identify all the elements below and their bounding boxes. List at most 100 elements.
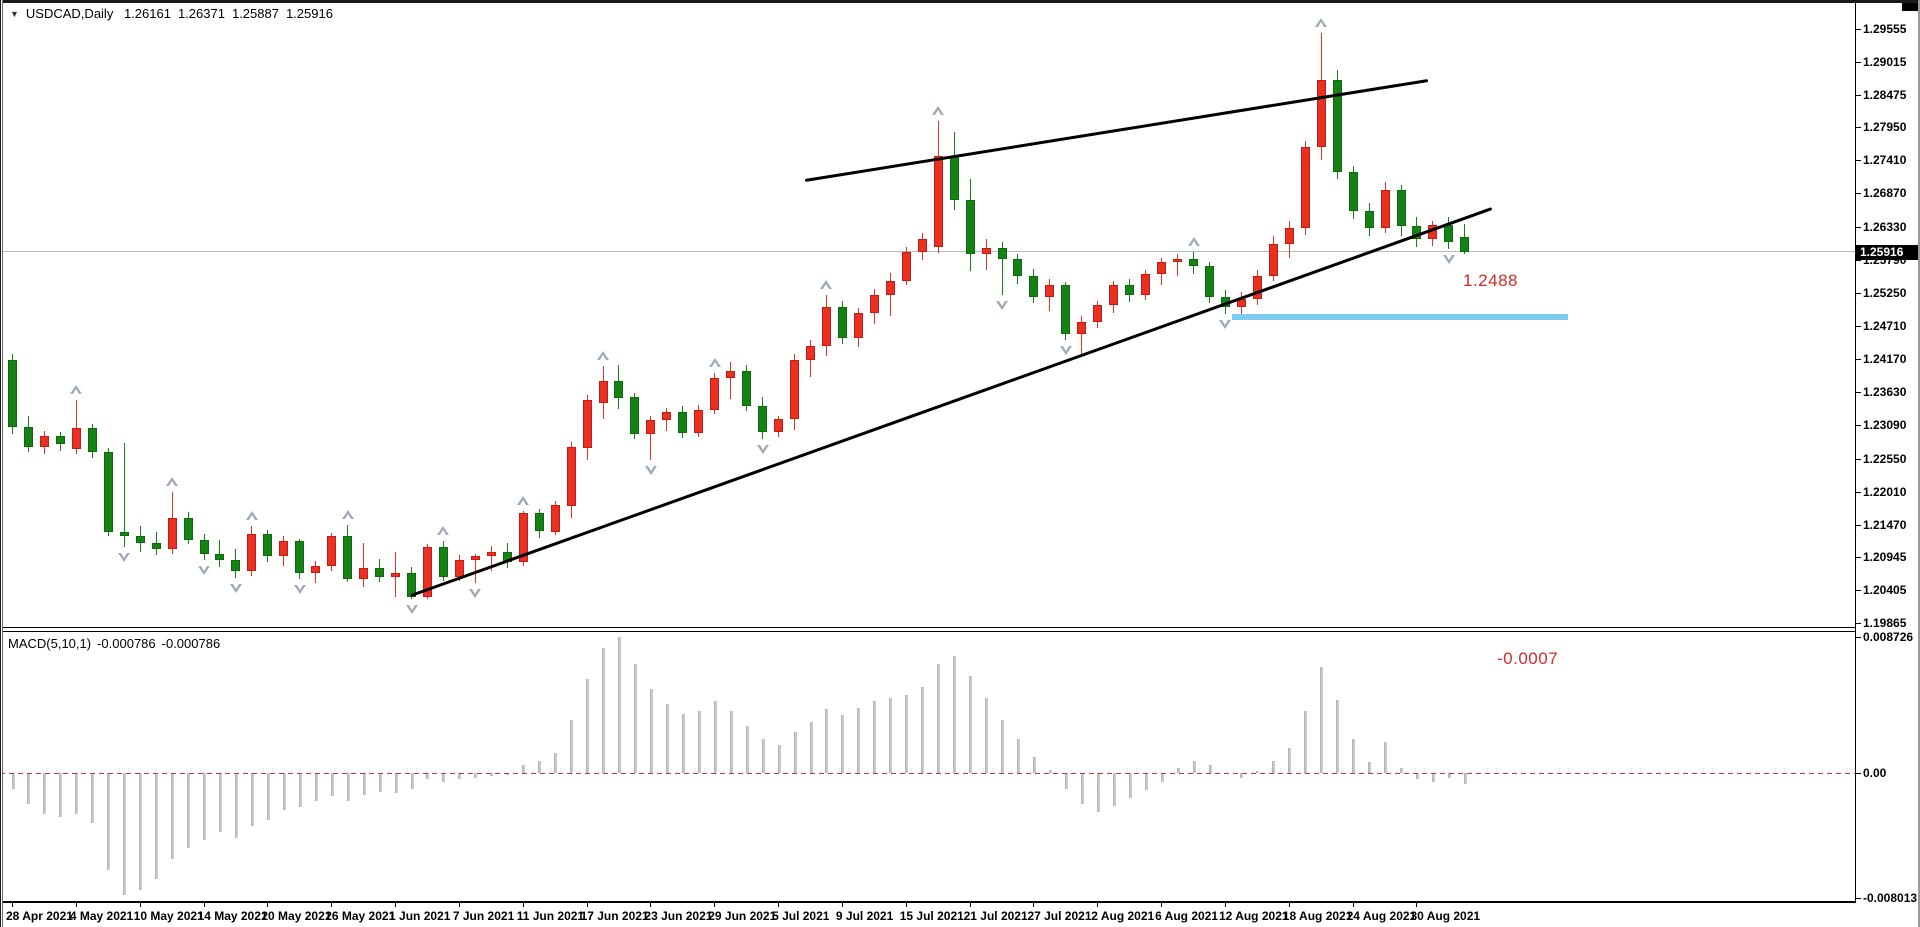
macd-bar [538,760,542,773]
macd-bar [809,721,813,773]
candle-wick [363,542,365,587]
macd-panel[interactable] [0,632,1855,901]
candle [582,400,592,449]
macd-bar [1384,741,1388,773]
candle [965,200,975,255]
fractal-down-icon [229,583,242,593]
candle [837,306,847,338]
fractal-down-icon [756,445,769,455]
macd-axis-tick [1856,897,1861,899]
date-axis-tick [1224,903,1226,907]
macd-bar [1415,773,1419,780]
date-axis-tick [1033,903,1035,907]
candle [422,547,432,597]
fractal-up-icon [517,495,530,505]
scroll-corner-box [1902,3,1918,11]
candle [774,418,784,433]
macd-bar [1080,773,1084,805]
chevron-down-icon[interactable]: ▼ [10,9,19,19]
macd-bar [761,738,765,773]
date-axis-label: 29 Jun 2021 [708,909,777,923]
current-price-line [0,251,1855,252]
candle [375,568,385,577]
macd-bar [1001,720,1005,773]
fractal-down-icon [1219,320,1232,330]
candle [1093,305,1103,322]
macd-value-label[interactable]: -0.0007 [1497,649,1559,668]
fractal-down-icon [996,300,1009,310]
price-chart-panel[interactable]: 1.2488 [0,0,1855,627]
macd-bar [681,713,685,773]
candle-wick [474,553,476,584]
macd-bar [234,773,238,839]
macd-bar [649,688,653,773]
candle [55,435,65,445]
candle [1061,284,1071,334]
candle [1268,243,1278,277]
pane-separator[interactable] [0,627,1855,628]
macd-bar [1112,773,1116,806]
macd-axis-tick [1856,773,1861,774]
lower-wedge-line[interactable] [410,206,1493,597]
macd-bar [266,773,270,820]
date-axis-tick [650,903,652,907]
candle [949,156,959,201]
candle [1380,190,1390,229]
macd-bar [665,704,669,773]
window-top-border [0,0,1920,3]
macd-bar [410,773,414,789]
candle [726,370,736,379]
macd-bar [218,773,222,833]
macd-bar [889,698,893,773]
price-axis-label: 1.20945 [1863,549,1907,564]
macd-bar [825,709,829,773]
date-axis-label: 12 Aug 2021 [1218,909,1289,923]
price-axis-label: 1.29555 [1863,21,1907,36]
macd-bar [490,773,494,777]
candle [486,552,496,557]
candle [135,536,145,543]
macd-bar [1447,773,1451,778]
candle [821,306,831,347]
candle [103,451,113,532]
price-axis-label: 1.28475 [1863,88,1907,102]
macd-bar [171,773,175,859]
date-axis-tick [841,903,843,907]
date-axis-label: 27 Jul 2021 [1027,909,1092,923]
close-value: 1.25916 [285,6,333,21]
candle-wick [75,399,77,455]
price-axis-label: 1.24170 [1863,352,1907,367]
macd-bar [474,773,478,778]
window-left-border [0,0,3,927]
fractal-up-icon [820,279,833,289]
fractal-up-icon [1187,236,1200,246]
date-axis[interactable]: 28 Apr 2021 4 May 2021 10 May 2021 14 May 2… [0,903,1920,927]
macd-bar [602,648,606,773]
price-axis-tick [1856,127,1861,129]
macd-bar [1192,760,1196,773]
macd-bar [91,773,95,823]
candle [742,370,752,407]
support-price-label[interactable]: 1.2488 [1463,271,1518,290]
date-axis-label: 11 Jun 2021 [516,909,585,923]
fractal-up-icon [166,477,179,487]
date-axis-label: 18 Aug 2021 [1282,909,1353,923]
date-axis-tick [1161,903,1163,907]
support-line[interactable] [1232,314,1568,320]
macd-bar [139,773,143,890]
candle [758,406,768,433]
macd-bar [1128,773,1132,798]
macd-value-2: -0.000786 [161,636,221,651]
macd-bar [1176,768,1180,773]
price-axis-tick [1856,491,1861,493]
macd-bar [745,726,749,773]
macd-bar [1320,667,1324,773]
price-axis[interactable]: 1.29555 1.29015 1.28475 1.27950 1.27410 1.268… [1856,0,1920,905]
fractal-down-icon [644,465,657,475]
date-axis-tick [203,903,205,907]
macd-bar [1431,773,1435,783]
macd-bar [1048,769,1052,773]
candle [1348,171,1358,212]
fractal-up-icon [932,106,945,116]
candle-wick [490,546,492,571]
